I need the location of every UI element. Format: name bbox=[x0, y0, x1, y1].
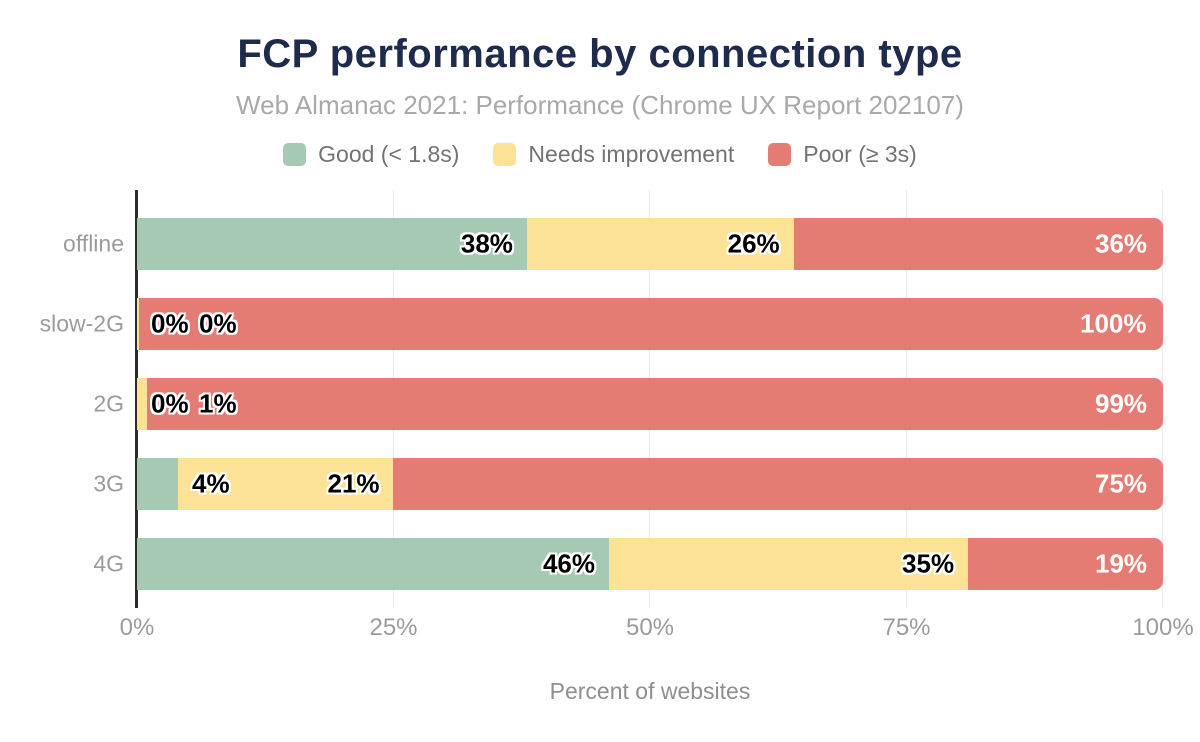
x-axis-title: Percent of websites bbox=[549, 678, 751, 704]
bar-segment-good bbox=[137, 458, 179, 510]
bar-row: 38% 26% 36% bbox=[137, 218, 1163, 270]
category-label: 3G bbox=[93, 470, 124, 497]
bar-segment-poor bbox=[968, 538, 1163, 590]
bar-segment-needs-improvement bbox=[137, 298, 139, 350]
legend-swatch-icon bbox=[493, 143, 517, 166]
legend-label: Poor (≥ 3s) bbox=[803, 141, 917, 167]
bar-segment-good bbox=[137, 538, 609, 590]
x-tick-label: 50% bbox=[625, 614, 675, 641]
bar-value-label: 35% bbox=[902, 548, 955, 579]
bar-row: 0% 1% 99% bbox=[137, 378, 1163, 430]
x-tick-label: 75% bbox=[882, 614, 931, 641]
plot-area: 38% 26% 36% 0% 0% 100% 0% 1% 99% 4% 21% 75% 46% 35% 19… bbox=[135, 190, 1163, 608]
bar-value-label: 21% bbox=[327, 468, 380, 499]
x-tick-label: 100% bbox=[1132, 614, 1194, 641]
legend-swatch-icon bbox=[768, 143, 792, 166]
category-label: 2G bbox=[93, 390, 124, 417]
bar-segment-needs-improvement bbox=[608, 538, 969, 590]
bar-segment-needs-improvement bbox=[137, 378, 148, 430]
bar-value-label: 19% bbox=[1095, 548, 1148, 579]
bar-value-label: 26% bbox=[727, 228, 780, 259]
bar-segment-needs-improvement bbox=[178, 458, 394, 510]
bar-value-label: 38% bbox=[460, 228, 513, 259]
bar-row: 4% 21% 75% bbox=[137, 458, 1163, 510]
bar-value-label: 75% bbox=[1095, 468, 1148, 499]
bar-segment-poor bbox=[393, 458, 1163, 510]
legend-label: Good (< 1.8s) bbox=[318, 141, 460, 167]
category-label: offline bbox=[63, 230, 124, 257]
legend-label: Needs improvement bbox=[528, 141, 735, 167]
legend: Good (< 1.8s) Needs improvement Poor (≥ 3s… bbox=[0, 141, 1200, 168]
bar-segment-poor bbox=[147, 378, 1163, 430]
bar-value-label: 46% bbox=[542, 548, 595, 579]
chart-subtitle: Web Almanac 2021: Performance (Chrome UX… bbox=[236, 90, 964, 120]
bar-value-label: 1% bbox=[199, 388, 237, 419]
bar-value-label: 4% bbox=[192, 468, 230, 499]
legend-item: Good (< 1.8s) bbox=[283, 141, 459, 168]
bar-segment-poor bbox=[793, 218, 1163, 270]
bar-segment-good bbox=[137, 218, 527, 270]
bar-value-label: 0% bbox=[151, 388, 189, 419]
bar-value-label: 99% bbox=[1095, 388, 1148, 419]
bar-row: 0% 0% 100% bbox=[137, 298, 1163, 350]
category-label: 4G bbox=[93, 550, 124, 577]
legend-item: Needs improvement bbox=[493, 141, 734, 168]
bar-value-label: 0% bbox=[199, 308, 237, 339]
bar-segment-needs-improvement bbox=[526, 218, 794, 270]
chart-title: FCP performance by connection type bbox=[237, 32, 963, 76]
bar-value-label: 100% bbox=[1080, 308, 1147, 339]
bar-segment-poor bbox=[139, 298, 1163, 350]
legend-swatch-icon bbox=[283, 143, 307, 166]
bar-value-label: 36% bbox=[1095, 228, 1148, 259]
bar-value-label: 0% bbox=[151, 308, 189, 339]
category-label: slow-2G bbox=[39, 310, 124, 337]
bar-row: 46% 35% 19% bbox=[137, 538, 1163, 590]
y-axis-line bbox=[135, 190, 138, 608]
x-tick-label: 25% bbox=[369, 614, 418, 641]
x-tick-label: 0% bbox=[119, 614, 155, 641]
legend-item: Poor (≥ 3s) bbox=[768, 141, 917, 168]
